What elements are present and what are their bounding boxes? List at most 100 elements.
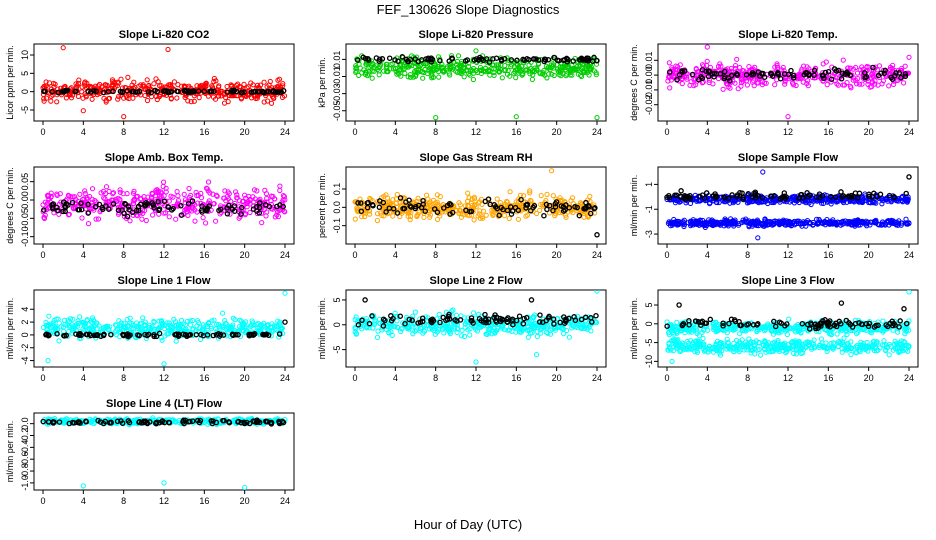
data-point bbox=[105, 88, 112, 95]
data-point bbox=[753, 197, 759, 203]
data-point bbox=[368, 62, 374, 69]
data-point bbox=[723, 217, 729, 223]
data-point bbox=[415, 195, 421, 201]
data-point bbox=[112, 322, 119, 328]
x-tick-label: 8 bbox=[433, 373, 438, 383]
data-point bbox=[369, 75, 375, 81]
data-point bbox=[501, 213, 508, 219]
data-point bbox=[800, 195, 806, 201]
x-tick-label: 20 bbox=[552, 373, 562, 383]
data-point bbox=[124, 331, 131, 337]
data-point bbox=[550, 316, 557, 322]
data-point bbox=[133, 320, 140, 326]
data-point bbox=[237, 84, 243, 90]
data-point bbox=[864, 63, 870, 70]
data-point bbox=[218, 88, 224, 95]
data-point bbox=[694, 69, 701, 75]
data-point bbox=[229, 325, 235, 332]
data-point bbox=[725, 84, 731, 90]
data-point bbox=[397, 209, 403, 215]
data-point bbox=[43, 322, 49, 329]
data-point bbox=[275, 77, 281, 83]
data-point bbox=[459, 211, 465, 217]
data-point bbox=[476, 199, 483, 205]
data-point bbox=[525, 334, 531, 340]
data-point-outlier bbox=[906, 174, 912, 180]
data-point bbox=[229, 331, 236, 338]
data-point bbox=[534, 329, 540, 335]
data-point bbox=[77, 314, 83, 320]
y-axis-label: ml/min per min. bbox=[5, 298, 15, 360]
data-point-outlier bbox=[533, 352, 540, 358]
x-tick-label: 24 bbox=[592, 127, 602, 137]
data-point bbox=[166, 214, 172, 220]
data-point bbox=[428, 318, 434, 325]
y-tick-label: 5 bbox=[20, 71, 30, 76]
data-point bbox=[786, 316, 792, 322]
data-point bbox=[44, 207, 50, 213]
data-point bbox=[885, 198, 891, 204]
data-point bbox=[896, 198, 902, 204]
data-point bbox=[824, 220, 831, 226]
data-point bbox=[491, 72, 497, 79]
data-point bbox=[457, 70, 463, 76]
data-point bbox=[142, 203, 148, 209]
data-point bbox=[527, 190, 533, 196]
data-point bbox=[204, 332, 211, 338]
points-layer bbox=[352, 168, 600, 238]
data-point bbox=[570, 58, 576, 64]
data-point bbox=[904, 220, 910, 226]
data-point bbox=[833, 68, 840, 74]
data-point bbox=[430, 197, 436, 203]
data-point bbox=[527, 197, 534, 203]
data-point bbox=[408, 63, 414, 69]
data-point bbox=[239, 204, 245, 211]
data-point bbox=[115, 204, 121, 211]
data-point bbox=[181, 88, 187, 94]
data-point bbox=[204, 206, 210, 213]
data-point bbox=[471, 310, 477, 316]
data-point bbox=[790, 82, 797, 88]
data-point bbox=[550, 193, 556, 199]
data-point bbox=[886, 83, 892, 89]
data-point bbox=[738, 83, 744, 89]
data-point bbox=[875, 221, 881, 227]
data-point bbox=[705, 73, 712, 80]
y-tick-label: -4 bbox=[20, 357, 30, 365]
data-point bbox=[66, 319, 72, 325]
data-point bbox=[85, 88, 91, 94]
data-point bbox=[264, 88, 270, 95]
data-point bbox=[373, 63, 379, 69]
data-point bbox=[106, 206, 112, 212]
data-point bbox=[175, 88, 181, 95]
data-point bbox=[667, 69, 673, 75]
data-point bbox=[490, 56, 496, 62]
data-point bbox=[83, 331, 90, 338]
data-point bbox=[276, 207, 283, 213]
data-point bbox=[508, 57, 515, 63]
data-point bbox=[203, 220, 209, 226]
data-point bbox=[366, 320, 373, 327]
data-point bbox=[489, 210, 495, 216]
data-point bbox=[824, 197, 830, 203]
data-point bbox=[468, 208, 475, 215]
data-point bbox=[578, 325, 584, 331]
data-point bbox=[400, 195, 406, 201]
data-point bbox=[494, 196, 500, 202]
y-tick-label: 0 bbox=[644, 321, 654, 326]
data-point bbox=[441, 69, 447, 75]
data-point bbox=[187, 318, 193, 324]
data-point bbox=[46, 196, 52, 202]
data-point bbox=[394, 191, 400, 198]
data-point bbox=[125, 323, 131, 329]
data-point bbox=[537, 71, 543, 77]
data-point bbox=[572, 324, 578, 330]
data-point bbox=[168, 323, 175, 329]
data-point bbox=[425, 55, 431, 62]
data-point bbox=[276, 331, 283, 337]
data-point bbox=[585, 56, 592, 62]
data-point bbox=[228, 82, 234, 88]
data-point bbox=[739, 190, 745, 196]
